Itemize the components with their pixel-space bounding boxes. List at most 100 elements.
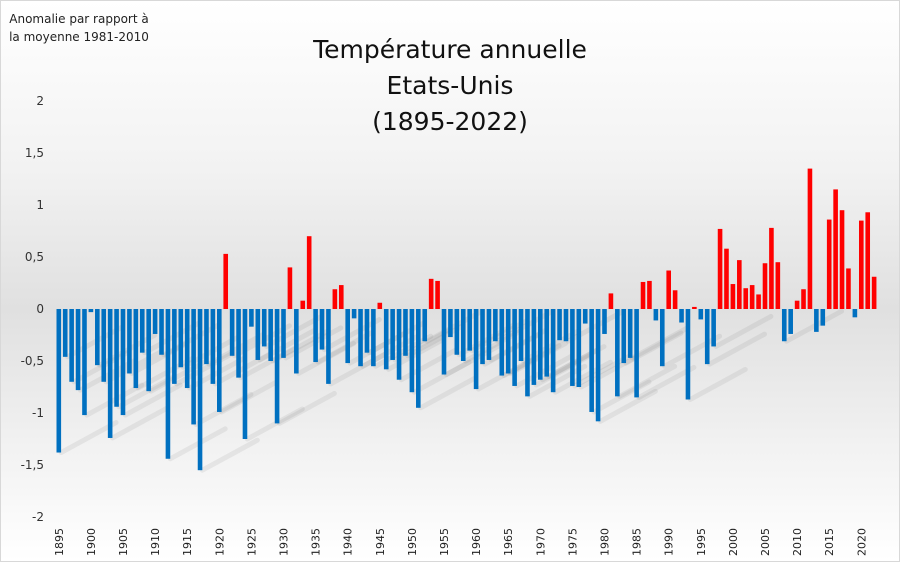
bar-1952 bbox=[422, 309, 428, 342]
bar-shadow bbox=[276, 390, 337, 426]
bar-1967 bbox=[518, 309, 524, 361]
bar-1937 bbox=[326, 309, 331, 384]
bar-2001 bbox=[737, 260, 742, 309]
bar-2013 bbox=[814, 309, 819, 332]
bar-1915 bbox=[184, 309, 190, 389]
bar-1966 bbox=[512, 309, 517, 386]
bar-1904 bbox=[114, 309, 119, 407]
x-tick-label: 1920 bbox=[213, 528, 226, 556]
bar-shadow bbox=[707, 331, 768, 367]
bar-shadow bbox=[321, 317, 382, 353]
bar-1914 bbox=[178, 309, 184, 368]
bar-shadow bbox=[116, 374, 177, 410]
bar-shadow bbox=[219, 379, 280, 415]
bar-1910 bbox=[152, 309, 158, 334]
bar-2006 bbox=[769, 227, 774, 309]
bar-shadow bbox=[411, 359, 472, 395]
bar-1956 bbox=[448, 309, 453, 338]
bar-1940 bbox=[345, 309, 350, 364]
bar-1979 bbox=[595, 309, 601, 422]
bar-2003 bbox=[749, 285, 755, 309]
bar-shadow bbox=[328, 351, 389, 387]
title-line-1: Température annuelle bbox=[313, 35, 587, 64]
bar-1981 bbox=[608, 293, 614, 309]
x-tick-label: 1950 bbox=[406, 528, 419, 556]
bar-1913 bbox=[172, 309, 177, 384]
bar-1971 bbox=[544, 309, 550, 377]
bar-1899 bbox=[82, 309, 87, 416]
bar-2009 bbox=[788, 309, 793, 334]
bar-shadow bbox=[617, 363, 678, 399]
bar-2018 bbox=[846, 268, 851, 309]
y-tick-label: -2 bbox=[32, 510, 44, 524]
title-line-3: (1895-2022) bbox=[372, 107, 528, 136]
bar-1970 bbox=[538, 309, 543, 380]
bar-2021 bbox=[865, 212, 871, 309]
x-tick-label: 1970 bbox=[534, 528, 547, 556]
bar-2008 bbox=[781, 309, 787, 342]
bar-shadow bbox=[572, 353, 633, 389]
y-tick-label: -1 bbox=[32, 406, 44, 420]
bar-1898 bbox=[75, 309, 81, 391]
bar-shadow bbox=[527, 363, 588, 399]
bar-1968 bbox=[525, 309, 530, 397]
x-tick-label: 1915 bbox=[181, 528, 194, 556]
bar-shadow bbox=[199, 437, 260, 473]
x-tick-label: 1960 bbox=[470, 528, 483, 556]
bar-1928 bbox=[268, 309, 273, 361]
bar-1960 bbox=[473, 309, 479, 390]
bar-1912 bbox=[165, 309, 171, 459]
y-tick-label: 0,5 bbox=[25, 250, 44, 264]
bar-1962 bbox=[486, 309, 492, 360]
bar-2010 bbox=[794, 300, 800, 309]
bar-1917 bbox=[197, 309, 203, 471]
bar-1998 bbox=[717, 228, 723, 309]
bar-1934 bbox=[306, 236, 312, 309]
bar-1999 bbox=[724, 248, 729, 309]
bar-1939 bbox=[338, 285, 344, 309]
bar-2005 bbox=[762, 263, 768, 309]
bar-1991 bbox=[672, 290, 678, 309]
bar-1918 bbox=[204, 309, 209, 365]
bar-1955 bbox=[441, 309, 447, 375]
y-tick-label: -1,5 bbox=[21, 458, 44, 472]
y-tick-label: -0,5 bbox=[21, 354, 44, 368]
bar-1984 bbox=[627, 309, 633, 358]
bar-1983 bbox=[621, 309, 627, 364]
bar-1930 bbox=[281, 309, 286, 358]
bar-1944 bbox=[371, 309, 376, 367]
bar-1945 bbox=[377, 302, 383, 309]
x-tick-label: 1930 bbox=[278, 528, 291, 556]
bar-1900 bbox=[88, 309, 94, 313]
x-tick-label: 1895 bbox=[53, 528, 66, 556]
bar-1895 bbox=[56, 309, 62, 453]
bar-2017 bbox=[839, 210, 845, 309]
bar-2016 bbox=[833, 189, 838, 309]
bar-1902 bbox=[101, 309, 107, 382]
bar-1905 bbox=[120, 309, 126, 416]
bar-1901 bbox=[95, 309, 100, 366]
bar-1924 bbox=[242, 309, 248, 439]
bar-1932 bbox=[294, 309, 299, 374]
bar-2004 bbox=[756, 294, 761, 309]
bar-2014 bbox=[820, 309, 826, 326]
x-tick-label: 2015 bbox=[823, 528, 836, 556]
bar-shadow bbox=[687, 366, 748, 402]
y-tick-label: 1,5 bbox=[25, 146, 44, 160]
bar-1953 bbox=[428, 278, 434, 309]
x-tick-label: 1985 bbox=[631, 528, 644, 556]
x-tick-label: 1990 bbox=[663, 528, 676, 556]
bar-2007 bbox=[775, 262, 781, 309]
bar-shadow bbox=[193, 391, 254, 427]
bar-shadow bbox=[636, 364, 697, 400]
y-tick-label: 0 bbox=[36, 302, 44, 316]
bar-2000 bbox=[730, 284, 736, 309]
bar-1921 bbox=[223, 253, 229, 309]
bar-shadow bbox=[533, 352, 594, 388]
bar-1969 bbox=[531, 309, 537, 385]
bar-1977 bbox=[582, 309, 588, 324]
bar-1992 bbox=[679, 309, 684, 323]
bar-1906 bbox=[127, 309, 132, 374]
